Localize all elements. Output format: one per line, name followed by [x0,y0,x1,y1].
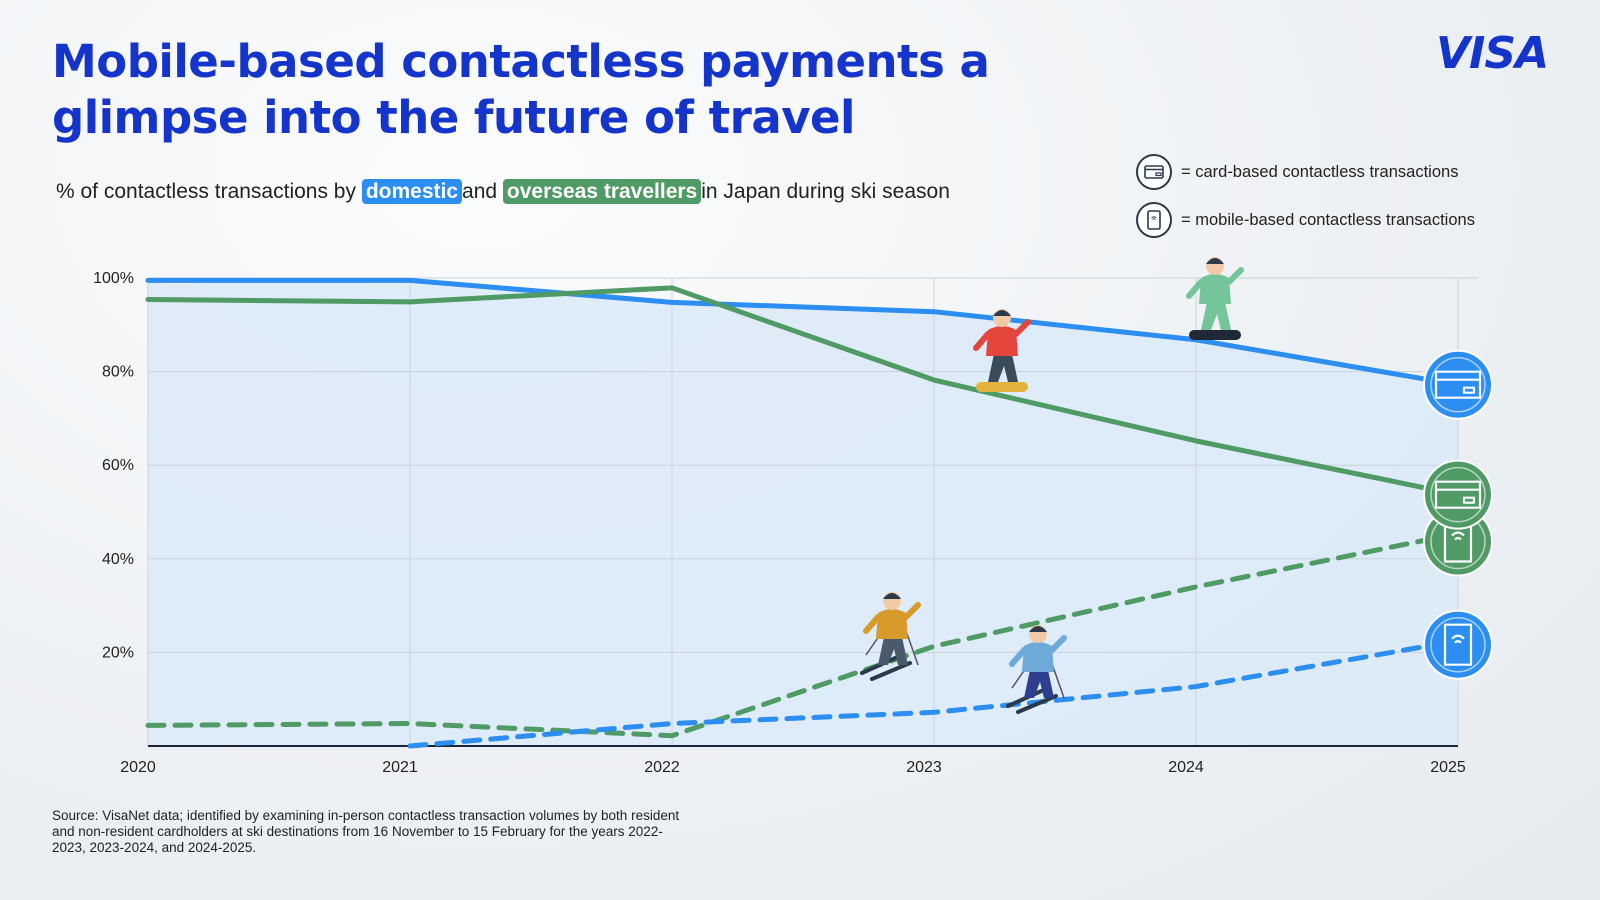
legend-item-mobile: = mobile-based contactless transactions [1136,196,1475,244]
y-tick-label: 40% [102,551,134,568]
end-badge-mobile-icon [1423,609,1493,680]
subtitle-suffix: in Japan during ski season [701,180,950,203]
skier-yellow [860,592,921,681]
series-line-4 [407,638,1461,749]
snowboarder-red [973,309,1031,392]
domestic-highlight: domestic [361,179,463,204]
y-tick-label: 60% [102,457,134,474]
legend-label-card: = card-based contactless transactions [1181,162,1459,181]
overseas-highlight: overseas travellers [502,179,702,204]
x-tick-label: 2023 [906,759,942,776]
snowboarder-green [1186,257,1244,340]
x-tick-label: 2020 [120,759,156,776]
skier-blue [1006,625,1067,714]
y-tick-label: 100% [93,270,134,287]
area-fill [148,280,1458,746]
end-badge-card-icon [1423,459,1493,530]
legend-item-card: = card-based contactless transactions [1136,148,1475,196]
x-tick-label: 2022 [644,759,680,776]
mobile-phone-icon [1136,202,1172,238]
subtitle-and: and [462,180,498,203]
page-title: Mobile-based contactless payments a glim… [52,35,990,144]
series-line-2 [145,285,1461,498]
x-tick-label: 2024 [1168,759,1204,776]
source-note: Source: VisaNet data; identified by exam… [52,808,680,855]
series-line-3 [145,531,1461,739]
series-line-1 [145,277,1461,388]
chart-subtitle: % of contactless transactions by domesti… [56,179,950,204]
y-tick-label: 20% [102,644,134,661]
visa-logo: VISA [1436,28,1549,79]
legend-label-mobile: = mobile-based contactless transactions [1181,210,1475,229]
y-tick-label: 80% [102,364,134,381]
subtitle-prefix: % of contactless transactions by [56,180,356,203]
x-tick-label: 2021 [382,759,418,776]
card-icon [1136,154,1172,190]
x-tick-label: 2025 [1430,759,1466,776]
chart-legend: = card-based contactless transactions = … [1136,148,1475,244]
end-badge-card-icon [1423,349,1493,420]
